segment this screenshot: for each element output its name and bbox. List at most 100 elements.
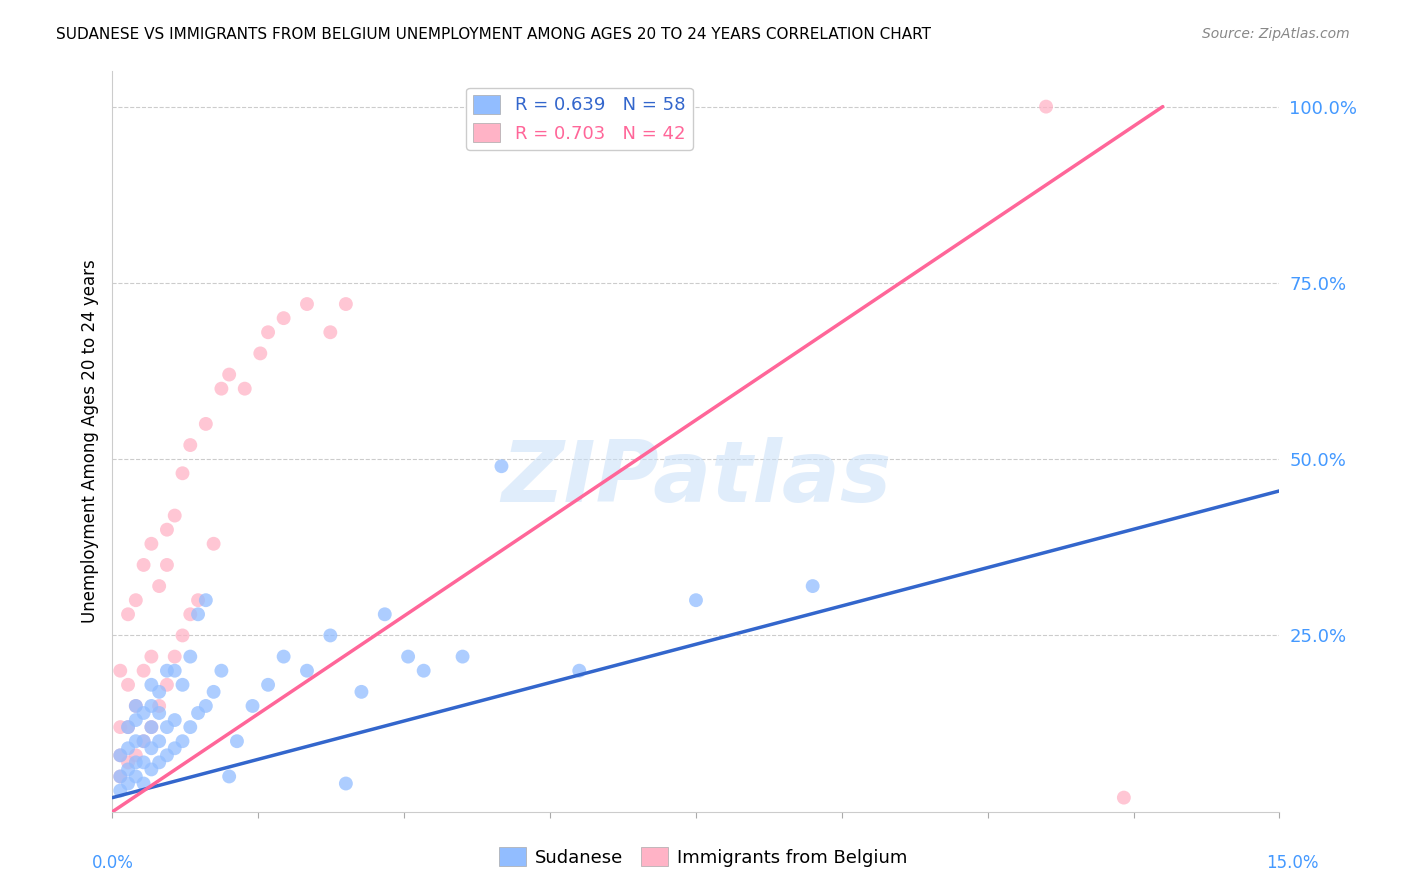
- Point: [172, 678, 194, 692]
- Point: [132, 706, 155, 720]
- Text: SUDANESE VS IMMIGRANTS FROM BELGIUM UNEMPLOYMENT AMONG AGES 20 TO 24 YEARS CORRE: SUDANESE VS IMMIGRANTS FROM BELGIUM UNEM…: [56, 27, 931, 42]
- Point: [125, 713, 148, 727]
- Point: [226, 734, 249, 748]
- Point: [335, 297, 357, 311]
- Point: [179, 649, 201, 664]
- Point: [209, 664, 232, 678]
- Text: 0.0%: 0.0%: [91, 855, 134, 872]
- Point: [218, 769, 240, 783]
- Point: [194, 417, 217, 431]
- Point: [163, 664, 186, 678]
- Point: [156, 748, 179, 763]
- Point: [141, 720, 163, 734]
- Point: [209, 382, 232, 396]
- Point: [141, 720, 163, 734]
- Point: [117, 678, 139, 692]
- Point: [163, 649, 186, 664]
- Point: [125, 769, 148, 783]
- Point: [141, 698, 163, 713]
- Point: [319, 325, 342, 339]
- Point: [117, 720, 139, 734]
- Point: [125, 593, 148, 607]
- Point: [187, 593, 209, 607]
- Point: [319, 628, 342, 642]
- Point: [257, 325, 280, 339]
- Point: [187, 706, 209, 720]
- Point: [125, 756, 148, 770]
- Point: [148, 706, 170, 720]
- Point: [233, 382, 256, 396]
- Point: [295, 297, 318, 311]
- Point: [156, 523, 179, 537]
- Point: [125, 748, 148, 763]
- Point: [125, 698, 148, 713]
- Point: [148, 698, 170, 713]
- Point: [187, 607, 209, 622]
- Point: [685, 593, 707, 607]
- Point: [156, 558, 179, 572]
- Point: [179, 438, 201, 452]
- Point: [156, 720, 179, 734]
- Point: [335, 776, 357, 790]
- Point: [491, 459, 513, 474]
- Text: Source: ZipAtlas.com: Source: ZipAtlas.com: [1202, 27, 1350, 41]
- Point: [801, 579, 824, 593]
- Point: [132, 756, 155, 770]
- Point: [350, 685, 373, 699]
- Point: [249, 346, 271, 360]
- Point: [141, 537, 163, 551]
- Point: [273, 311, 295, 326]
- Point: [242, 698, 264, 713]
- Point: [172, 734, 194, 748]
- Point: [163, 508, 186, 523]
- Point: [141, 649, 163, 664]
- Point: [148, 579, 170, 593]
- Point: [1112, 790, 1135, 805]
- Point: [117, 741, 139, 756]
- Point: [117, 756, 139, 770]
- Point: [194, 698, 217, 713]
- Point: [163, 713, 186, 727]
- Point: [1035, 100, 1057, 114]
- Point: [156, 664, 179, 678]
- Legend: Sudanese, Immigrants from Belgium: Sudanese, Immigrants from Belgium: [491, 840, 915, 874]
- Point: [125, 698, 148, 713]
- Point: [172, 467, 194, 481]
- Point: [218, 368, 240, 382]
- Point: [110, 720, 132, 734]
- Point: [125, 734, 148, 748]
- Text: 15.0%: 15.0%: [1267, 855, 1319, 872]
- Point: [110, 748, 132, 763]
- Point: [110, 769, 132, 783]
- Point: [132, 558, 155, 572]
- Point: [148, 734, 170, 748]
- Point: [141, 741, 163, 756]
- Point: [141, 678, 163, 692]
- Y-axis label: Unemployment Among Ages 20 to 24 years: Unemployment Among Ages 20 to 24 years: [80, 260, 98, 624]
- Point: [132, 776, 155, 790]
- Point: [396, 649, 419, 664]
- Point: [257, 678, 280, 692]
- Point: [148, 685, 170, 699]
- Point: [295, 664, 318, 678]
- Point: [132, 734, 155, 748]
- Point: [172, 628, 194, 642]
- Legend: R = 0.639   N = 58, R = 0.703   N = 42: R = 0.639 N = 58, R = 0.703 N = 42: [465, 87, 693, 150]
- Point: [163, 741, 186, 756]
- Point: [156, 678, 179, 692]
- Point: [117, 763, 139, 777]
- Point: [148, 756, 170, 770]
- Point: [117, 607, 139, 622]
- Point: [132, 664, 155, 678]
- Point: [273, 649, 295, 664]
- Point: [141, 763, 163, 777]
- Point: [202, 537, 225, 551]
- Point: [117, 776, 139, 790]
- Point: [202, 685, 225, 699]
- Point: [110, 783, 132, 797]
- Point: [374, 607, 396, 622]
- Point: [179, 720, 201, 734]
- Point: [412, 664, 434, 678]
- Point: [132, 734, 155, 748]
- Point: [110, 748, 132, 763]
